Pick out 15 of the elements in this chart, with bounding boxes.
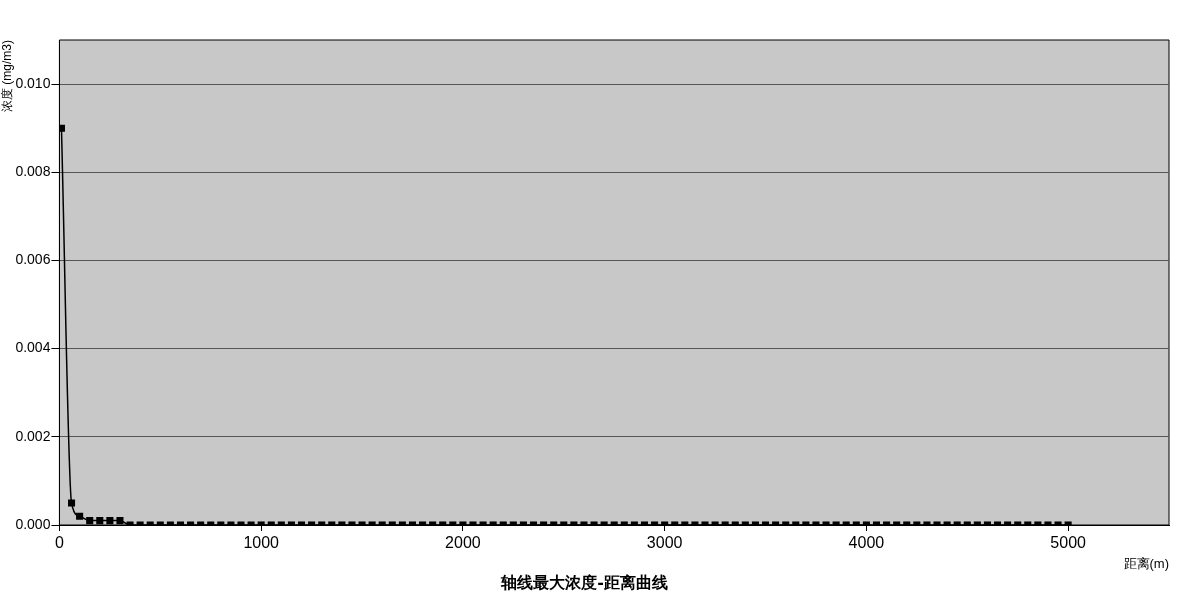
x-tick-label: 2000 (445, 534, 481, 552)
x-tick-label: 3000 (646, 534, 683, 552)
y-tick-label: 0.002 (15, 427, 51, 444)
x-tick-label: 1000 (243, 534, 280, 552)
y-tick-label: 0.010 (15, 74, 51, 91)
y-tick-label: 0.000 (15, 515, 51, 532)
y-tick-label: 0.004 (15, 339, 51, 356)
y-tick-label: 0.008 (15, 163, 51, 180)
x-tick-label: 0 (54, 534, 64, 552)
x-tick-label: 4000 (848, 534, 885, 552)
y-tick-label: 0.006 (15, 251, 51, 268)
text: 轴线最大浓度-距离曲线 (500, 572, 668, 592)
x-tick-label: 5000 (1050, 534, 1087, 552)
x-axis-title: 距离(m) (1123, 555, 1169, 571)
y-axis-title: 浓度 (mg/m3) (0, 40, 14, 112)
